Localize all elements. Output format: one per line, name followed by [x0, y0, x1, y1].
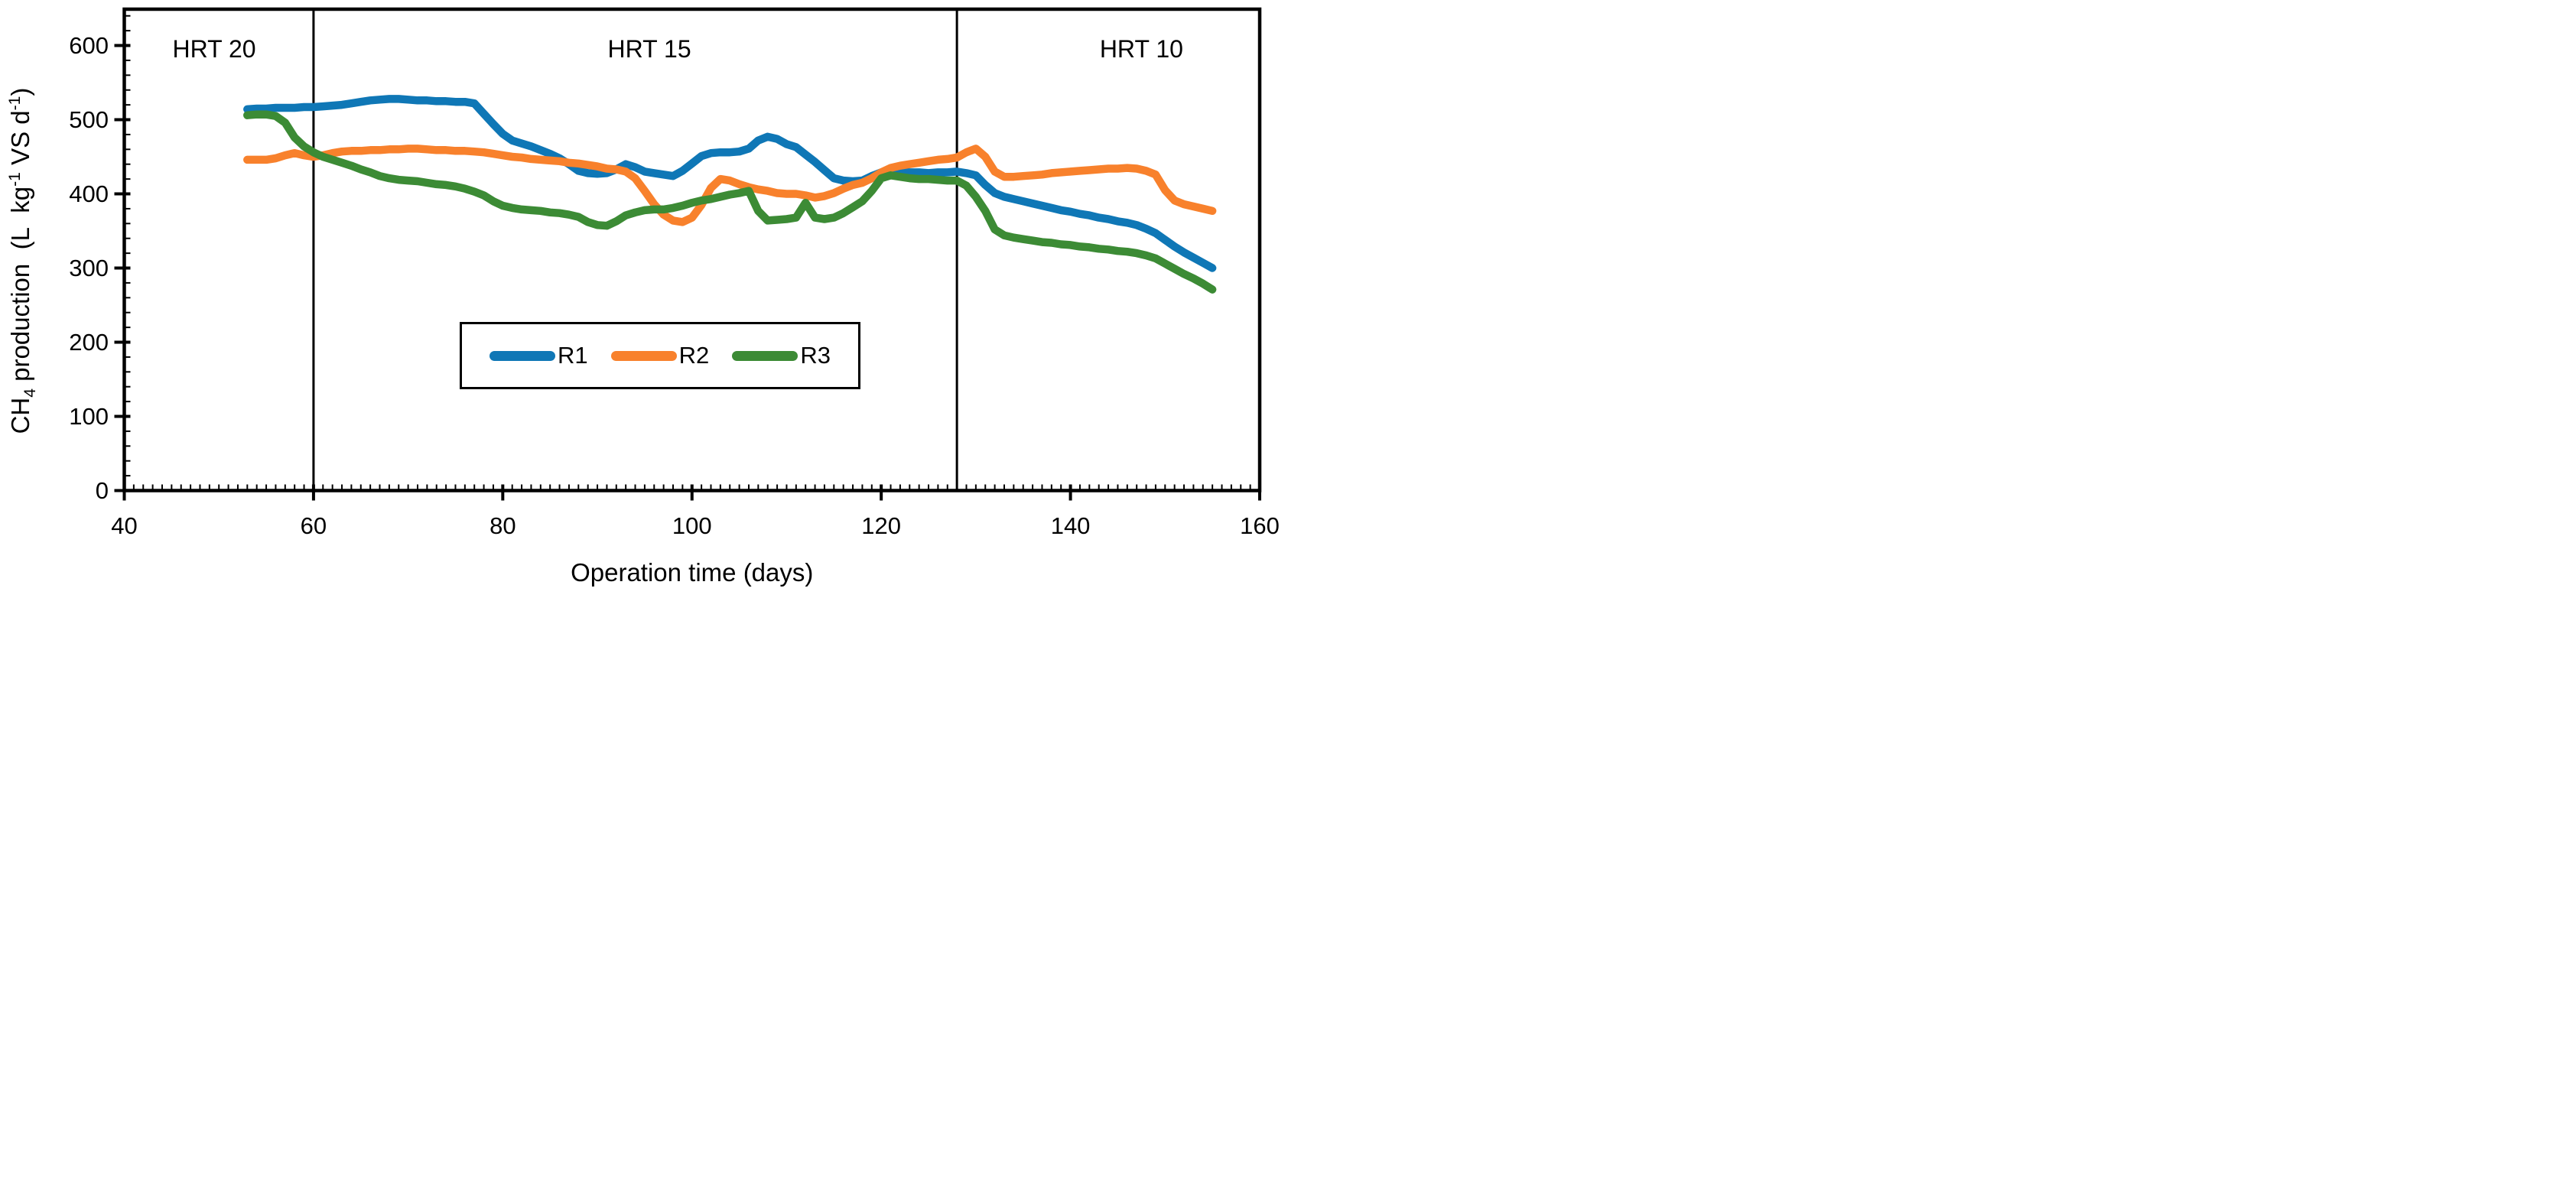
legend-label-r3: R3	[800, 342, 831, 369]
legend-entry-r3: R3	[732, 343, 831, 369]
x-tick-label: 140	[1050, 512, 1091, 539]
y-tick-label: 500	[69, 106, 109, 133]
y-tick-label: 600	[69, 31, 109, 59]
x-tick-label: 160	[1240, 512, 1280, 539]
y-tick-label: 400	[69, 180, 109, 207]
legend: R1 R2 R3	[460, 322, 860, 389]
region-label-hrt15: HRT 15	[607, 35, 691, 63]
x-axis-title: Operation time (days)	[571, 558, 814, 587]
chart-figure: HRT 20 HRT 15 HRT 10 Operation time (day…	[0, 0, 1288, 598]
legend-entry-r2: R2	[610, 342, 710, 369]
x-tick-label: 120	[861, 512, 902, 539]
x-tick-label: 60	[300, 512, 327, 539]
y-tick-label: 100	[69, 402, 109, 430]
legend-entry-r1: R1	[490, 343, 588, 369]
region-label-hrt10: HRT 10	[1099, 35, 1183, 63]
legend-swatch-r2	[610, 350, 677, 361]
x-tick-label: 80	[490, 512, 516, 539]
plot-frame	[122, 7, 1262, 492]
legend-swatch-r1	[490, 350, 556, 361]
series-line-r1	[243, 95, 1217, 272]
chart-canvas	[114, 7, 1262, 501]
legend-label-r2: R2	[678, 342, 710, 369]
legend-label-r1: R1	[558, 342, 588, 369]
x-tick-label: 40	[111, 512, 138, 539]
region-label-hrt20: HRT 20	[172, 35, 256, 63]
legend-swatch-r3	[732, 350, 798, 361]
y-tick-label: 0	[95, 476, 109, 504]
series-line-r3	[243, 110, 1217, 294]
x-tick-label: 100	[672, 512, 712, 539]
y-tick-label: 200	[69, 328, 109, 356]
series-line-r2	[243, 145, 1217, 226]
y-tick-label: 300	[69, 254, 109, 281]
